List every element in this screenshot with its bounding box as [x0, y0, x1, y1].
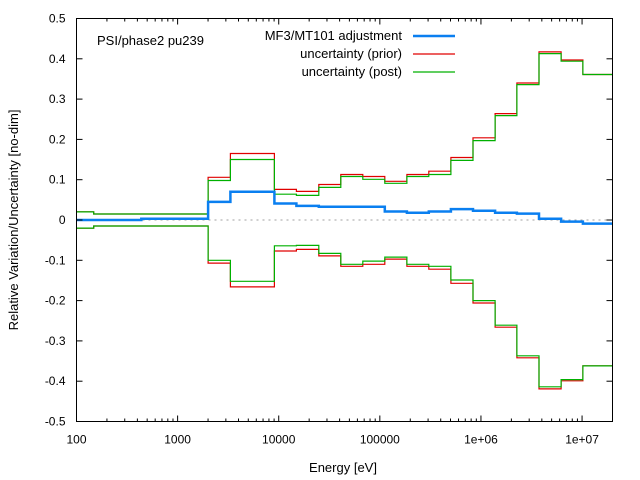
- y-tick-label: -0.3: [45, 334, 66, 348]
- y-tick-label: 0.5: [49, 12, 66, 26]
- x-axis: 100 1000 10000 100000 1e+06 1e+07: [66, 18, 613, 447]
- x-tick-label: 100: [66, 433, 86, 447]
- y-tick-label: 0.2: [49, 132, 66, 146]
- x-tick-label: 1e+07: [565, 433, 599, 447]
- y-tick-label: 0.3: [49, 92, 66, 106]
- series-uncertainty-prior-lower: [76, 225, 613, 390]
- plot-annotation: PSI/phase2 pu239: [97, 33, 204, 48]
- series-uncertainty-post-upper: [76, 53, 613, 215]
- x-tick-label: 1000: [164, 433, 191, 447]
- y-axis-title: Relative Variation/Uncertainty [no-dim]: [6, 110, 21, 331]
- y-tick-label: 0.4: [49, 52, 66, 66]
- y-tick-label: -0.5: [45, 415, 66, 429]
- x-axis-title: Energy [eV]: [309, 460, 377, 475]
- series-layer: [76, 51, 613, 390]
- y-tick-label: -0.4: [45, 374, 66, 388]
- legend: MF3/MT101 adjustment uncertainty (prior) u…: [265, 28, 455, 79]
- y-tick-label: 0: [59, 213, 66, 227]
- y-tick-label: -0.1: [45, 253, 66, 267]
- x-tick-label: 100000: [360, 433, 400, 447]
- series-mf3-mt101-adjustment-upper: [76, 190, 613, 225]
- legend-label-uncertainty-post: uncertainty (post): [302, 64, 402, 79]
- x-tick-label: 10000: [262, 433, 296, 447]
- y-tick-label: -0.2: [45, 294, 66, 308]
- series-uncertainty-post-lower: [76, 225, 613, 388]
- legend-label-uncertainty-prior: uncertainty (prior): [300, 46, 402, 61]
- legend-label-mf3-mt101-adjustment: MF3/MT101 adjustment: [265, 28, 403, 43]
- y-axis: 0.5 0.4 0.3 0.2 0.1 0 -0.1 -0.2 -0.3 -0.4 -0.5: [45, 12, 613, 429]
- y-tick-label: 0.1: [49, 173, 66, 187]
- x-tick-label: 1e+06: [464, 433, 498, 447]
